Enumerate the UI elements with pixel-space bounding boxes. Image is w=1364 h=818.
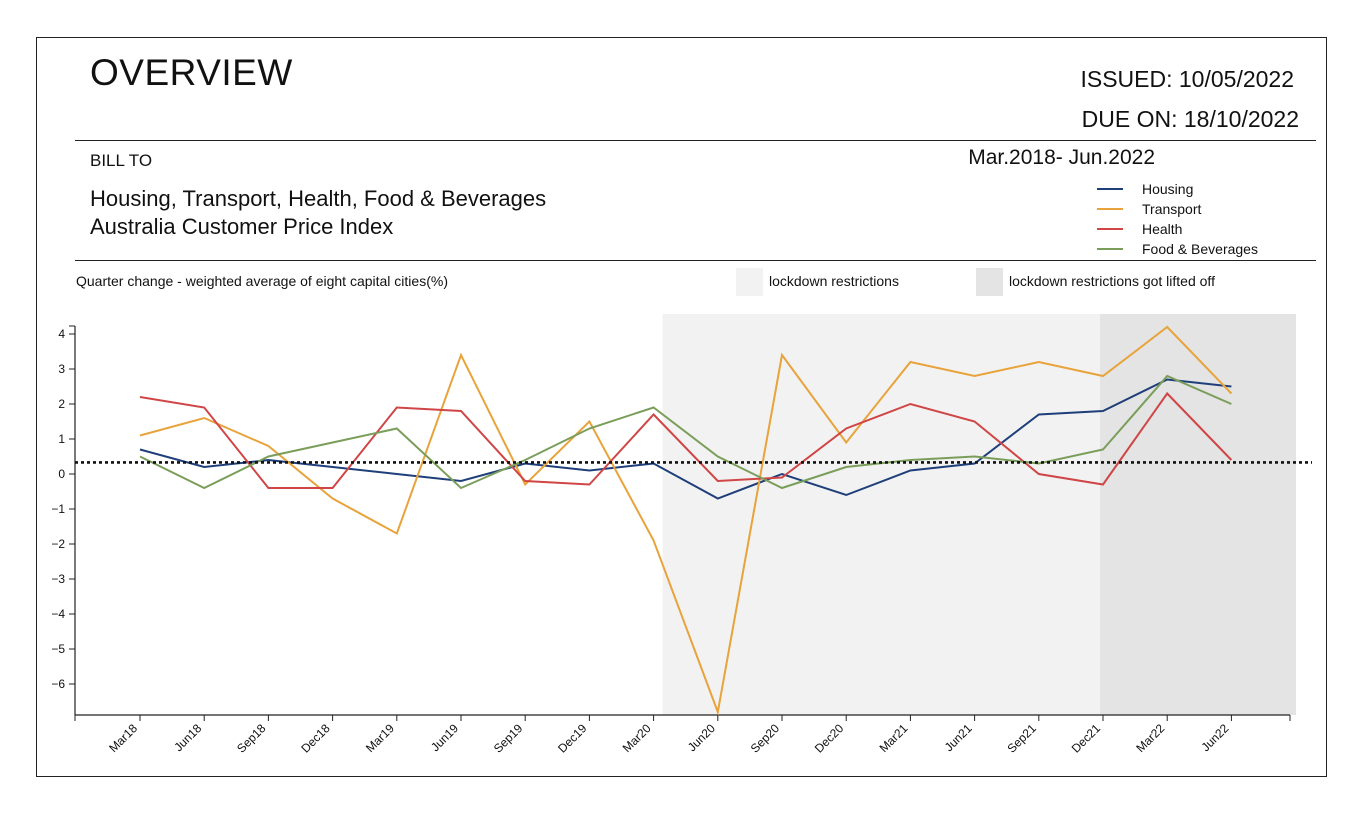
x-tick-label: Dec19 xyxy=(555,721,590,756)
bill-to-label: BILL TO xyxy=(90,151,153,170)
invoice-frame xyxy=(36,37,1327,777)
x-tick-label: Mar20 xyxy=(620,721,654,755)
x-tick-label: Mar22 xyxy=(1133,721,1167,755)
y-tick-label: 0 xyxy=(58,467,65,481)
subject-line-1: Housing, Transport, Health, Food & Bever… xyxy=(90,186,547,211)
chart-subtitle: Quarter change - weighted average of eig… xyxy=(76,273,448,289)
legend-swatch xyxy=(1097,188,1123,190)
legend-item-health: Health xyxy=(1097,220,1337,240)
legend-label: Transport xyxy=(1142,201,1202,217)
legend-label: Health xyxy=(1142,221,1183,237)
legend-item-housing: Housing xyxy=(1097,180,1337,200)
x-tick-label: Mar18 xyxy=(106,721,140,755)
legend-swatch xyxy=(1097,228,1123,230)
y-tick-label: 4 xyxy=(58,327,65,341)
series-line-health xyxy=(139,391,1233,489)
x-tick-label: Sep19 xyxy=(491,721,526,756)
x-tick-label: Jun21 xyxy=(942,721,975,754)
x-tick-label: Mar21 xyxy=(877,721,911,755)
legend-item-transport: Transport xyxy=(1097,200,1337,220)
lifted-key-swatch xyxy=(976,268,1003,296)
y-tick-label: 1 xyxy=(58,432,65,446)
lockdown-region xyxy=(662,314,1100,715)
y-tick-label: −3 xyxy=(51,572,65,586)
lifted-key-label: lockdown restrictions got lifted off xyxy=(1009,273,1215,289)
issued-date: ISSUED: 10/05/2022 xyxy=(1080,66,1294,92)
x-tick-label: Dec18 xyxy=(298,721,333,756)
x-tick-label: Jun22 xyxy=(1198,721,1231,754)
x-tick-label: Mar19 xyxy=(363,721,397,755)
legend-label: Food & Beverages xyxy=(1142,241,1258,257)
lockdown-key-label: lockdown restrictions xyxy=(769,273,899,289)
subject-line-2: Australia Customer Price Index xyxy=(90,214,394,239)
y-tick-label: 3 xyxy=(58,362,65,376)
y-tick-label: 2 xyxy=(58,397,65,411)
page-title: OVERVIEW xyxy=(90,52,293,93)
y-tick-label: −1 xyxy=(51,502,65,516)
y-tick-label: −5 xyxy=(51,642,65,656)
legend-swatch xyxy=(1097,208,1123,210)
x-tick-label: Sep18 xyxy=(234,721,269,756)
x-tick-label: Jun19 xyxy=(428,721,461,754)
y-tick-label: −2 xyxy=(51,537,65,551)
legend-label: Housing xyxy=(1142,181,1194,197)
x-tick-label: Sep21 xyxy=(1004,721,1039,756)
header-divider xyxy=(75,140,1316,141)
y-tick-label: −6 xyxy=(51,677,65,691)
legend-swatch xyxy=(1097,248,1123,250)
legend-item-food-beverages: Food & Beverages xyxy=(1097,240,1337,260)
due-date: DUE ON: 18/10/2022 xyxy=(1081,106,1299,132)
lifted-region xyxy=(1100,314,1296,715)
chart-divider xyxy=(75,260,1316,261)
y-tick-label: −4 xyxy=(51,607,65,621)
x-tick-label: Sep20 xyxy=(748,721,783,756)
x-tick-label: Dec21 xyxy=(1069,721,1104,756)
x-tick-label: Dec20 xyxy=(812,721,847,756)
date-range: Mar.2018- Jun.2022 xyxy=(968,146,1155,169)
lockdown-key-swatch xyxy=(736,268,763,296)
series-line-housing xyxy=(139,378,1232,500)
x-tick-label: Jun20 xyxy=(685,721,718,754)
x-tick-label: Jun18 xyxy=(171,721,204,754)
series-line-transport xyxy=(139,325,1233,716)
